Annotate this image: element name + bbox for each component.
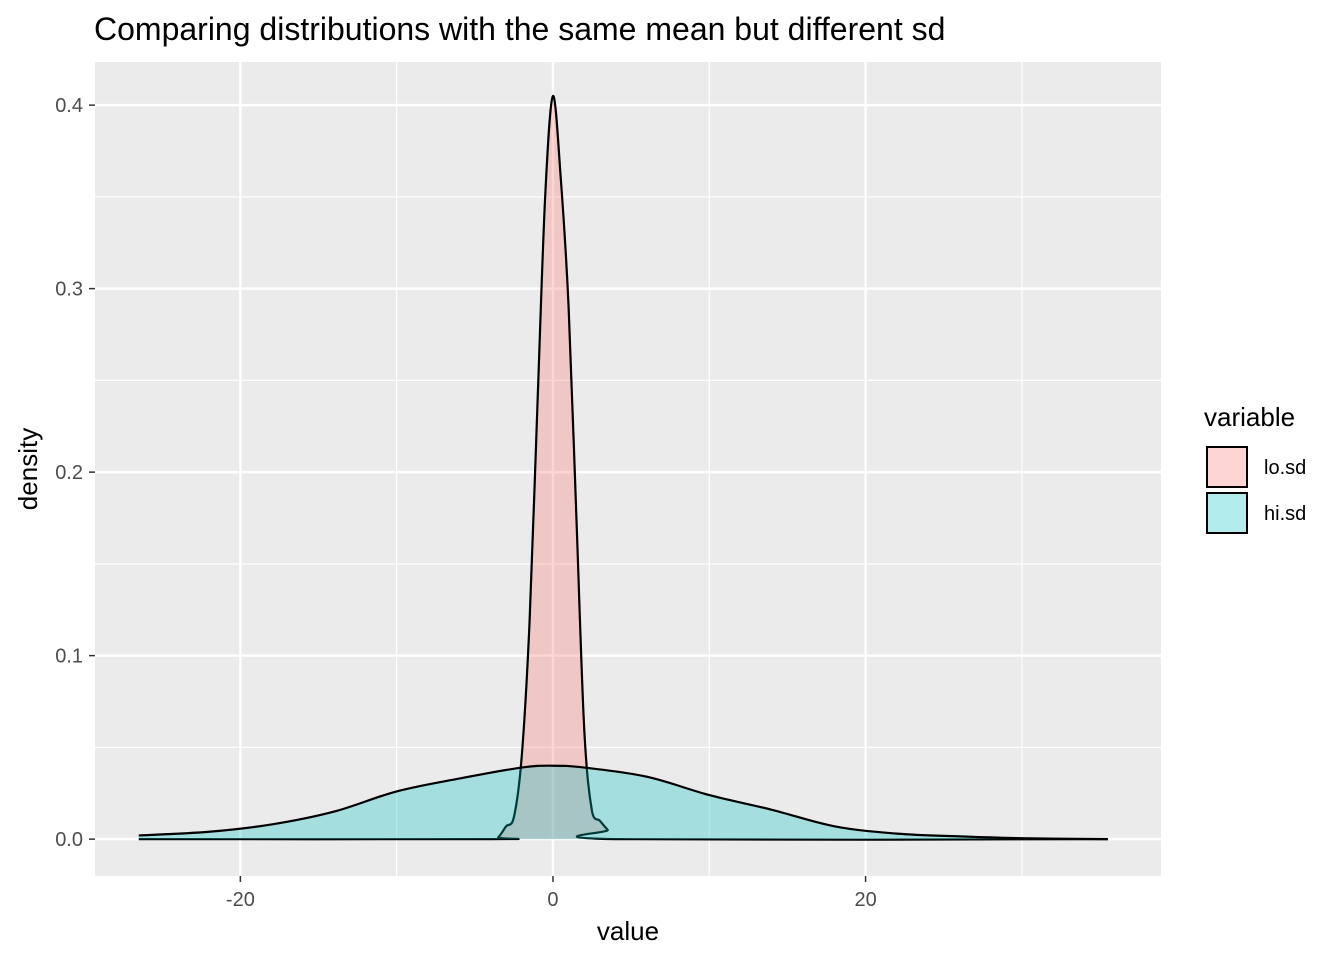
y-tick-label-0: 0.0	[55, 829, 83, 851]
y-tick-label-4: 0.4	[55, 95, 83, 117]
legend: variable lo.sd hi.sd	[1204, 402, 1306, 534]
legend-title: variable	[1204, 402, 1295, 432]
y-tick-label-3: 0.3	[55, 279, 83, 301]
density-areas	[138, 94, 1108, 841]
x-tick-label-0: -20	[226, 889, 255, 911]
legend-key-hi.sd	[1206, 492, 1248, 534]
legend-key-bg-hi.sd	[1206, 492, 1248, 534]
legend-label-lo.sd: lo.sd	[1264, 457, 1306, 479]
x-tick-label-1: 0	[547, 889, 558, 911]
plot-panel	[95, 62, 1161, 876]
y-tick-label-1: 0.1	[55, 646, 83, 668]
legend-label-hi.sd: hi.sd	[1264, 503, 1306, 525]
y-axis-title: density	[13, 428, 43, 510]
density-line-hi.sd	[138, 764, 1108, 841]
y-tick-label-2: 0.2	[55, 462, 83, 484]
minor-gridlines	[83, 62, 1161, 876]
chart-title: Comparing distributions with the same me…	[94, 11, 945, 47]
density-line-lo.sd	[138, 94, 1108, 841]
legend-key-bg-lo.sd	[1206, 446, 1248, 488]
x-tick-label-2: 20	[854, 889, 876, 911]
legend-key-lo.sd	[1206, 446, 1248, 488]
axes: -20 0 20 0.0 0.1 0.2 0.3 0.4	[55, 95, 877, 911]
density-area-hi.sd	[138, 765, 1108, 840]
x-axis-title: value	[597, 916, 659, 946]
